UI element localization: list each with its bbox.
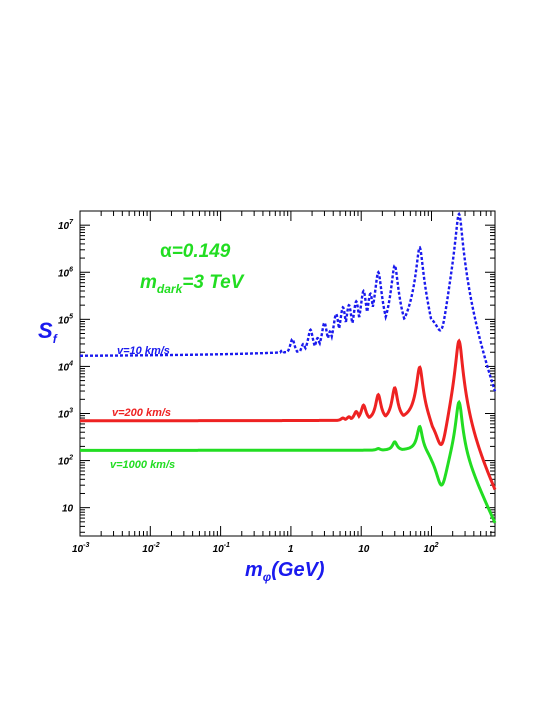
alpha-value: =0.149	[172, 241, 231, 262]
y-tick-label: 103	[58, 407, 73, 420]
x-tick-label: 1	[288, 544, 294, 555]
y-tick-label: 107	[58, 219, 74, 232]
plot-frame	[79, 210, 496, 537]
x-tick-label: 102	[424, 542, 439, 555]
y-label-sub: f	[53, 332, 58, 346]
x-tick-label: 10	[358, 544, 370, 555]
series-label-v1000: v=1000 km/s	[110, 459, 175, 471]
series-line-v200	[80, 338, 497, 491]
x-label-tail: (GeV)	[271, 559, 325, 581]
y-label-s: S	[38, 318, 53, 343]
axis-ticks	[79, 210, 496, 536]
series-layer	[80, 211, 497, 524]
alpha-symbol: α	[160, 241, 172, 262]
y-tick-label: 102	[58, 455, 73, 468]
x-tick-label: 10-1	[213, 542, 230, 555]
mdark-value: =3 TeV	[182, 272, 244, 293]
tick-labels: 10-3 10-2 10-1 1 10 102 10 102 103 104 105 106 107	[58, 219, 439, 555]
y-axis-label: Sf	[38, 318, 58, 346]
y-tick-label: 105	[58, 313, 73, 326]
x-tick-label: 10-3	[72, 542, 89, 555]
y-tick-label: 106	[58, 266, 73, 279]
series-line-v1000	[80, 399, 497, 524]
alpha-annotation: α=0.149	[160, 241, 231, 262]
x-tick-label: 10-2	[142, 542, 159, 555]
y-tick-label: 104	[58, 360, 73, 373]
x-label-sub: φ	[263, 570, 272, 584]
mdark-sub: dark	[157, 282, 184, 296]
mdark-m: m	[140, 272, 157, 293]
mdark-annotation: mdark=3 TeV	[140, 272, 245, 296]
x-axis-label: mφ(GeV)	[245, 559, 325, 584]
series-label-v10: v=10 km/s	[117, 345, 170, 357]
y-tick-label: 10	[62, 504, 74, 515]
series-label-v200: v=200 km/s	[112, 407, 171, 419]
x-label-m: m	[245, 559, 263, 581]
